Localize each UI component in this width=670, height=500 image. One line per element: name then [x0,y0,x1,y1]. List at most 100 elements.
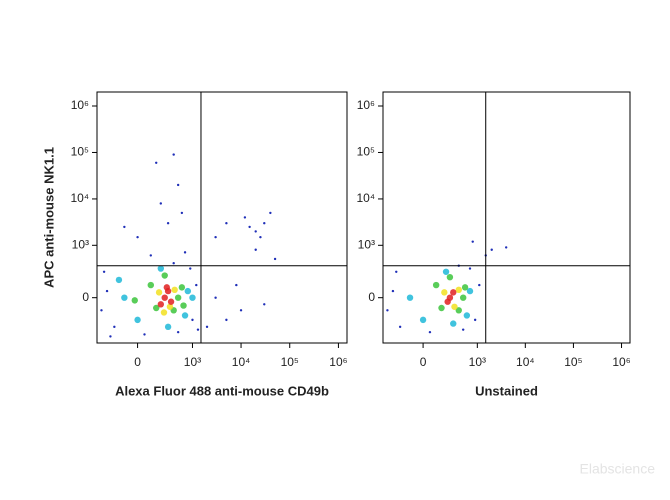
event-dot [147,281,154,289]
event-dot [163,284,171,291]
y-tick-label: 10⁵ [357,145,375,159]
event-dot [461,328,465,331]
event-dot [149,254,152,257]
event-dot [164,323,172,331]
event-dot [134,316,141,324]
plot-frame [96,91,348,344]
event-dot [157,301,165,308]
event-dot [386,309,389,312]
y-tick-label: 0 [82,290,89,304]
event-dot [171,286,178,294]
event-dot [167,298,175,305]
event-dot [451,303,458,310]
event-dot [254,230,257,233]
x-tick-label: 0 [420,355,427,369]
event-dot [419,316,427,324]
event-dot [166,222,170,225]
event-dot [263,222,266,225]
event-dot [189,267,192,270]
event-dot [180,302,187,309]
y-tick-label: 10³ [72,237,89,251]
event-dot [468,267,472,270]
watermark: Elabscience [580,461,656,477]
event-dot [155,289,163,296]
event-dot [189,294,196,301]
event-dot [184,287,192,295]
event-dot [406,294,414,301]
event-dot [235,283,238,287]
event-dot [225,318,228,322]
event-dot [504,246,508,249]
event-dot [490,248,493,251]
event-dot [155,161,158,164]
x-tick-label: 0 [134,355,141,369]
event-dot [395,270,398,273]
y-tick-label: 10⁵ [71,145,89,159]
y-tick-label: 10⁴ [356,191,375,205]
x-tick-label: 10³ [469,355,486,369]
event-dot [432,281,440,289]
event-dot [183,251,187,254]
y-tick-label: 10⁴ [70,191,89,205]
event-dot [172,153,175,156]
event-dot [143,333,146,336]
x-tick-label: 10⁶ [329,355,347,369]
event-dot [438,304,445,312]
event-dot [455,307,462,314]
event-dot [450,289,457,296]
event-dot [115,276,123,284]
event-dot [478,283,481,287]
event-dot [181,312,189,319]
event-dot [161,272,168,279]
event-dot [243,216,247,219]
event-dot [269,211,272,215]
event-dot [391,289,395,293]
event-dot [254,248,257,251]
event-dot [100,309,103,312]
x-tick-label: 10⁵ [281,355,299,369]
event-dot [214,296,217,299]
event-dot [191,318,194,322]
event-dot [102,270,106,273]
event-dot [121,294,128,301]
x-tick-label: 10⁴ [232,355,251,369]
event-dot [428,330,432,334]
event-dot [441,289,448,296]
event-dot [174,294,182,301]
y-tick-label: 10⁶ [71,98,89,112]
x-tick-label: 10³ [184,355,201,369]
event-dot [214,235,217,239]
event-dot [273,257,277,261]
event-dot [195,283,198,287]
event-dot [461,284,469,291]
event-dot [463,312,471,319]
y-tick-label: 0 [368,290,375,304]
event-dot [442,268,450,275]
plot-frame [382,91,631,344]
x-tick-label: 10⁵ [564,355,582,369]
event-dot [450,320,457,327]
event-dot [166,303,174,310]
event-dot [444,298,451,305]
event-dot [159,202,163,205]
event-dot [225,222,228,225]
event-dot [471,240,474,243]
event-dot [196,328,200,331]
y-tick-label: 10³ [358,237,375,251]
event-dot [263,303,266,306]
y-axis-label: APC anti-mouse NK1.1 [41,147,56,288]
event-dot [131,297,138,304]
x-tick-label: 10⁶ [612,355,630,369]
event-dot [398,325,402,329]
event-dot [446,273,454,281]
y-tick-label: 10⁶ [357,98,375,112]
x-axis-label: Alexa Fluor 488 anti-mouse CD49b [115,383,329,398]
event-dot [178,284,186,291]
event-dot [160,309,168,316]
event-dot [466,287,474,295]
event-dot [176,330,180,334]
event-dot [161,294,168,301]
event-dot [205,325,209,329]
